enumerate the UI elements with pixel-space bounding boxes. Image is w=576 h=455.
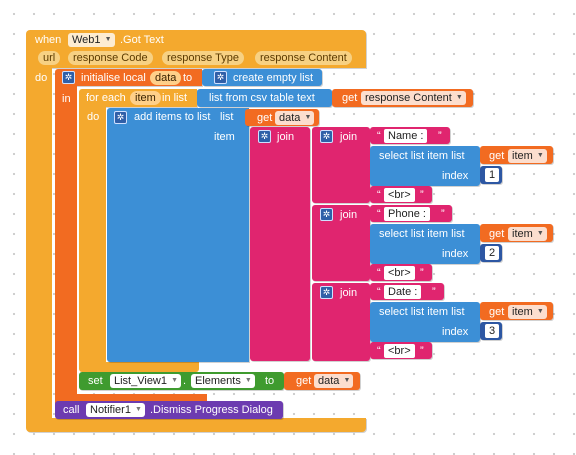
get-dropdown-item[interactable]: item: [508, 227, 547, 241]
inner-join-label: join: [340, 287, 358, 299]
for-each-var-item[interactable]: item: [130, 91, 161, 105]
number-field-3[interactable]: 3: [485, 324, 499, 338]
quote-close-icon: ”: [420, 267, 424, 279]
event-block-body-left: [26, 66, 52, 428]
get-data-label: get: [296, 375, 312, 387]
create-empty-list-label: create empty list: [233, 72, 314, 84]
get-dropdown-data[interactable]: data: [275, 111, 315, 125]
select-list-item-label: select list item list: [379, 228, 465, 240]
index-label: index: [442, 248, 469, 260]
list-mutator-gear-icon[interactable]: ✲: [214, 71, 227, 84]
text-field-br[interactable]: <br>: [384, 344, 415, 358]
csv-table-label: list from csv table text: [209, 92, 315, 104]
add-items-item-label: item: [214, 131, 235, 143]
set-dot-label: .: [183, 375, 187, 387]
get-dropdown-data[interactable]: data: [314, 374, 354, 388]
quote-close-icon: ”: [441, 208, 445, 220]
add-items-label: add items to list: [134, 111, 211, 123]
text-field-br[interactable]: <br>: [384, 188, 415, 202]
text-field-name[interactable]: Name :: [384, 129, 428, 143]
inner-join-gear-icon[interactable]: ✲: [320, 130, 333, 143]
init-in-label: in: [62, 93, 71, 105]
get-item-label: get: [489, 228, 505, 240]
param-response-content[interactable]: response Content: [255, 51, 352, 65]
number-field-1[interactable]: 1: [485, 168, 499, 182]
quote-close-icon: ”: [420, 189, 424, 201]
param-response-code[interactable]: response Code: [68, 51, 153, 65]
outer-join-label: join: [277, 131, 295, 143]
param-response-type[interactable]: response Type: [162, 51, 244, 65]
param-url[interactable]: url: [38, 51, 61, 65]
init-local-body-left: [55, 86, 77, 404]
quote-open-icon: “: [377, 208, 381, 220]
event-block-bottom: [26, 418, 366, 432]
local-var-name-data[interactable]: data: [150, 71, 182, 85]
get-item-label: get: [489, 150, 505, 162]
component-dropdown-web1[interactable]: Web1: [68, 33, 115, 47]
set-label: set: [88, 375, 103, 387]
for-each-body-left: [79, 107, 106, 369]
for-each-label: for each: [86, 92, 126, 104]
select-list-item-label: select list item list: [379, 150, 465, 162]
select-list-item-block-2[interactable]: [370, 224, 480, 264]
text-field-br[interactable]: <br>: [384, 266, 415, 280]
get-data-label: get: [257, 112, 273, 124]
index-label: index: [442, 326, 469, 338]
method-name: .Dismiss Progress Dialog: [150, 404, 273, 416]
quote-open-icon: “: [377, 286, 381, 298]
event-do-label: do: [35, 72, 48, 84]
property-dropdown-elements[interactable]: Elements: [191, 374, 255, 388]
add-items-gear-icon[interactable]: ✲: [114, 111, 127, 124]
index-label: index: [442, 170, 469, 182]
list-from-csv-table-block[interactable]: [197, 89, 332, 107]
outer-join-gear-icon[interactable]: ✲: [258, 130, 271, 143]
init-to-label: to: [183, 72, 193, 84]
get-item-label: get: [489, 306, 505, 318]
inner-join-label: join: [340, 209, 358, 221]
quote-open-icon: “: [377, 267, 381, 279]
mutator-gear-icon[interactable]: ✲: [62, 71, 75, 84]
get-label: get: [342, 92, 358, 104]
outer-join-block[interactable]: [250, 127, 310, 361]
quote-open-icon: “: [377, 189, 381, 201]
get-dropdown-response-content[interactable]: response Content: [361, 91, 466, 105]
get-dropdown-item[interactable]: item: [508, 305, 547, 319]
quote-close-icon: ”: [432, 286, 436, 298]
init-local-label: initialise local: [81, 72, 146, 84]
add-items-to-list-block[interactable]: [107, 108, 249, 362]
quote-close-icon: ”: [438, 130, 442, 142]
event-name: .Got Text: [120, 34, 164, 46]
set-to-label: to: [265, 375, 275, 387]
select-list-item-block-3[interactable]: [370, 302, 480, 342]
text-field-phone[interactable]: Phone :: [384, 207, 430, 221]
call-label: call: [63, 404, 80, 416]
init-local-bottom: [55, 394, 207, 404]
component-dropdown-notifier1[interactable]: Notifier1: [86, 403, 145, 417]
component-dropdown-list-view1[interactable]: List_View1: [110, 374, 181, 388]
text-field-date[interactable]: Date :: [384, 285, 422, 299]
select-list-item-block-1[interactable]: [370, 146, 480, 186]
quote-open-icon: “: [377, 345, 381, 357]
when-label: when: [35, 34, 62, 46]
create-empty-list-block[interactable]: [202, 69, 322, 86]
number-field-2[interactable]: 2: [485, 246, 499, 260]
for-each-bottom: [79, 362, 199, 372]
quote-close-icon: ”: [420, 345, 424, 357]
get-dropdown-item[interactable]: item: [508, 149, 547, 163]
select-list-item-label: select list item list: [379, 306, 465, 318]
inner-join-label: join: [340, 131, 358, 143]
for-each-in-list-label: in list: [162, 92, 188, 104]
inner-join-gear-icon[interactable]: ✲: [320, 286, 333, 299]
inner-join-gear-icon[interactable]: ✲: [320, 208, 333, 221]
quote-open-icon: “: [377, 130, 381, 142]
for-each-do-label: do: [87, 111, 100, 123]
add-items-list-label: list: [220, 111, 234, 123]
